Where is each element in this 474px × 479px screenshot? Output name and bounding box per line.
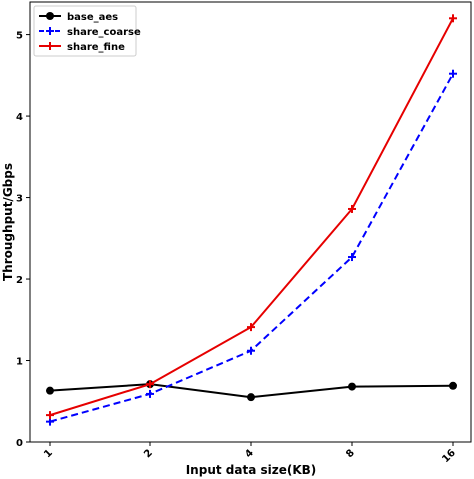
data-point-share_fine	[247, 323, 255, 332]
data-point-share_coarse	[146, 389, 154, 398]
legend-label: base_aes	[67, 12, 118, 23]
series-share_coarse	[46, 69, 457, 426]
x-tick-label: 16	[440, 447, 458, 465]
y-tick-label: 3	[16, 194, 23, 205]
y-tick-label: 0	[16, 438, 23, 449]
y-axis-label: Throughput/Gbps	[1, 163, 15, 281]
data-point-share_fine	[46, 411, 54, 420]
y-tick-label: 1	[16, 357, 23, 368]
data-point-share_coarse	[247, 346, 255, 355]
data-point-base_aes	[348, 382, 356, 391]
data-point-share_fine	[348, 204, 356, 213]
data-point-base_aes	[449, 381, 457, 390]
y-tick-label: 5	[16, 31, 23, 42]
legend-marker	[46, 42, 54, 50]
data-point-share_fine	[146, 380, 154, 389]
data-point-base_aes	[46, 386, 54, 395]
legend-entry-share_coarse: share_coarse	[39, 27, 141, 38]
series-group	[46, 14, 457, 426]
legend-marker	[46, 27, 54, 35]
plot-frame	[29, 1, 472, 443]
legend-entry-share_fine: share_fine	[39, 42, 125, 53]
legend: base_aes share_coarse share_fine	[33, 5, 141, 57]
data-point-share_coarse	[348, 253, 356, 262]
x-tick-label: 2	[142, 447, 155, 460]
data-point-share_coarse	[449, 69, 457, 78]
y-tick-label: 4	[16, 112, 23, 123]
legend-label: share_fine	[67, 42, 125, 53]
legend-marker	[46, 12, 54, 20]
legend-entry-base_aes: base_aes	[39, 12, 118, 23]
plot-area	[29, 1, 472, 443]
x-tick-label: 8	[344, 447, 357, 460]
x-axis-label: Input data size(KB)	[186, 463, 317, 477]
data-point-base_aes	[247, 393, 255, 402]
series-base_aes	[46, 380, 457, 402]
x-tick-label: 4	[243, 447, 256, 460]
legend-box	[33, 5, 137, 57]
legend-label: share_coarse	[67, 27, 141, 38]
x-tick-label: 1	[42, 447, 55, 460]
y-tick-label: 2	[16, 275, 23, 286]
data-point-share_fine	[449, 14, 457, 23]
series-share_fine	[46, 14, 457, 420]
